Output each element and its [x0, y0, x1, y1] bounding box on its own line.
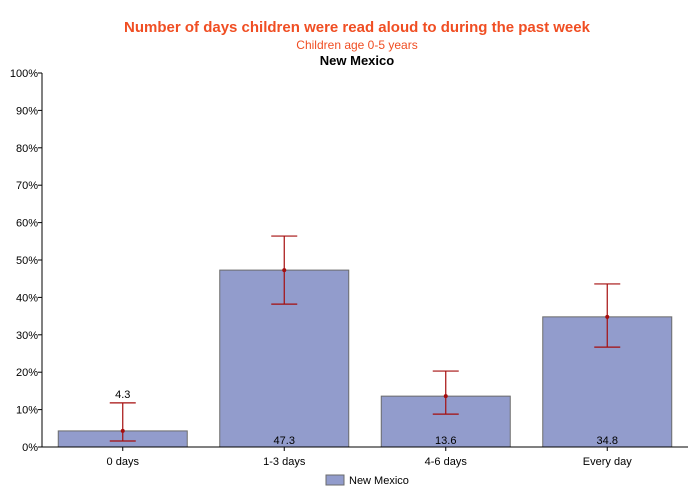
y-tick-label: 40% — [16, 292, 38, 304]
point-estimate — [605, 314, 610, 319]
y-tick-label: 60% — [16, 218, 38, 230]
point-estimate — [120, 428, 125, 433]
data-label: 34.8 — [597, 435, 618, 447]
data-label: 47.3 — [274, 435, 295, 447]
x-tick-label: 4-6 days — [425, 456, 468, 468]
y-tick-label: 80% — [16, 143, 38, 155]
point-estimate — [443, 394, 448, 399]
legend-label: New Mexico — [349, 475, 409, 487]
y-tick-label: 30% — [16, 330, 38, 342]
data-label: 4.3 — [115, 389, 130, 401]
chart-location: New Mexico — [319, 53, 395, 68]
y-tick-label: 90% — [16, 105, 38, 117]
y-tick-label: 10% — [16, 405, 38, 417]
y-tick-label: 50% — [16, 255, 38, 267]
data-label: 13.6 — [435, 435, 456, 447]
y-tick-label: 70% — [16, 180, 38, 192]
y-tick-label: 20% — [16, 367, 38, 379]
x-tick-label: Every day — [583, 456, 632, 468]
y-tick-label: 100% — [10, 68, 38, 80]
y-tick-label: 0% — [22, 442, 38, 454]
point-estimate — [282, 268, 287, 273]
legend-swatch — [325, 474, 345, 486]
chart-title: Number of days children were read aloud … — [124, 19, 590, 36]
chart-subtitle: Children age 0-5 years — [296, 38, 418, 52]
x-tick-label: 1-3 days — [263, 456, 306, 468]
x-tick-label: 0 days — [107, 456, 140, 468]
